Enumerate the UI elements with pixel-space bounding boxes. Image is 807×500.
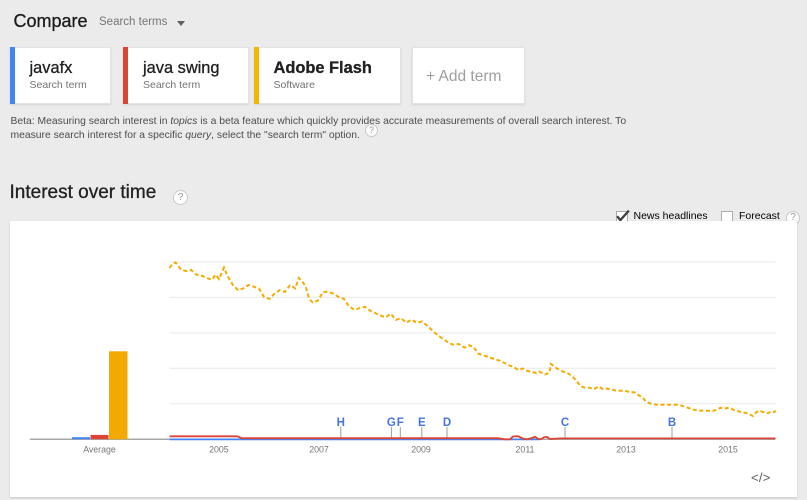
svg-text:2009: 2009 bbox=[411, 445, 431, 455]
svg-text:E: E bbox=[418, 417, 426, 429]
svg-text:2011: 2011 bbox=[516, 445, 535, 455]
svg-text:2007: 2007 bbox=[309, 445, 329, 455]
svg-text:C: C bbox=[561, 417, 569, 429]
svg-text:2005: 2005 bbox=[209, 445, 229, 455]
svg-text:F: F bbox=[397, 417, 404, 429]
svg-text:B: B bbox=[668, 417, 676, 429]
svg-text:2015: 2015 bbox=[718, 445, 738, 455]
svg-text:D: D bbox=[443, 417, 451, 429]
svg-text:</>: </> bbox=[751, 470, 771, 485]
svg-text:Average: Average bbox=[83, 445, 116, 455]
svg-text:2013: 2013 bbox=[616, 445, 636, 455]
svg-text:G: G bbox=[387, 417, 396, 429]
svg-text:H: H bbox=[337, 417, 345, 429]
